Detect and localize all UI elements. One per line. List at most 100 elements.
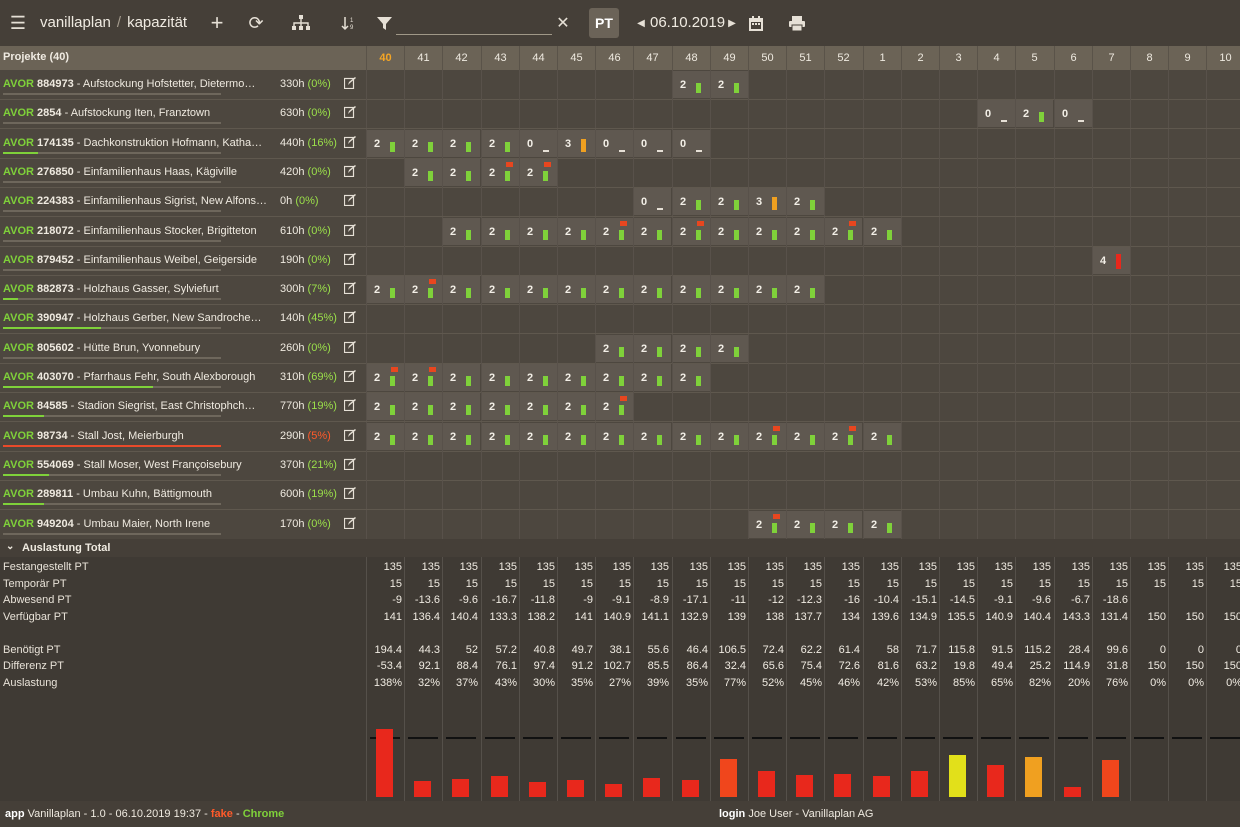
edit-icon[interactable] [343,399,356,412]
allocation-cell[interactable]: 2 [482,364,519,391]
allocation-cell[interactable]: 2 [482,130,519,157]
project-name[interactable]: AVOR 84585 - Stadion Siegrist, East Chri… [3,400,256,412]
allocation-cell[interactable]: 2 [596,276,633,303]
project-row[interactable]: AVOR 174135 - Dachkonstruktion Hofmann, … [0,129,1240,159]
project-name[interactable]: AVOR 98734 - Stall Jost, Meierburgh [3,430,184,442]
allocation-cell[interactable]: 0 [596,130,633,157]
allocation-cell[interactable]: 2 [443,130,480,157]
edit-icon[interactable] [343,136,356,149]
allocation-cell[interactable]: 2 [482,218,519,245]
project-row[interactable]: AVOR 289811 - Umbau Kuhn, Bättigmouth 600… [0,480,1240,510]
allocation-cell[interactable]: 2 [443,393,480,420]
allocation-cell[interactable]: 2 [596,393,633,420]
project-name[interactable]: AVOR 949204 - Umbau Maier, North Irene [3,518,211,530]
project-name[interactable]: AVOR 2854 - Aufstockung Iten, Franztown [3,107,211,119]
allocation-cell[interactable]: 2 [711,188,748,215]
allocation-cell[interactable]: 2 [787,511,824,538]
project-name[interactable]: AVOR 879452 - Einfamilienhaus Weibel, Ge… [3,254,257,266]
allocation-cell[interactable]: 2 [596,364,633,391]
allocation-cell[interactable]: 2 [825,218,862,245]
allocation-cell[interactable]: 2 [634,335,671,362]
allocation-cell[interactable]: 2 [405,393,442,420]
print-icon[interactable] [786,8,808,38]
clear-filter-icon[interactable]: ✕ [556,15,570,32]
allocation-cell[interactable]: 2 [443,276,480,303]
allocation-cell[interactable]: 2 [673,71,710,98]
project-name[interactable]: AVOR 174135 - Dachkonstruktion Hofmann, … [3,137,263,149]
edit-icon[interactable] [343,194,356,207]
project-name[interactable]: AVOR 224383 - Einfamilienhaus Sigrist, N… [3,195,275,207]
allocation-cell[interactable]: 2 [749,276,786,303]
allocation-cell[interactable]: 2 [367,423,404,450]
edit-icon[interactable] [343,77,356,90]
allocation-cell[interactable]: 2 [367,130,404,157]
edit-icon[interactable] [343,458,356,471]
app-name[interactable]: vanillaplan [40,14,111,31]
allocation-cell[interactable]: 2 [520,276,557,303]
allocation-cell[interactable]: 0 [520,130,557,157]
project-row[interactable]: AVOR 949204 - Umbau Maier, North Irene 17… [0,510,1240,540]
pt-toggle-button[interactable]: PT [589,8,619,38]
allocation-cell[interactable]: 2 [787,423,824,450]
project-row[interactable]: AVOR 224383 - Einfamilienhaus Sigrist, N… [0,187,1240,217]
allocation-cell[interactable]: 2 [405,159,442,186]
allocation-cell[interactable]: 2 [787,276,824,303]
allocation-cell[interactable]: 2 [864,423,901,450]
allocation-cell[interactable]: 2 [443,423,480,450]
allocation-cell[interactable]: 2 [596,423,633,450]
project-row[interactable]: AVOR 84585 - Stadion Siegrist, East Chri… [0,392,1240,422]
project-name[interactable]: AVOR 403070 - Pfarrhaus Fehr, South Alex… [3,371,256,383]
allocation-cell[interactable]: 0 [634,188,671,215]
allocation-cell[interactable]: 2 [749,423,786,450]
edit-icon[interactable] [343,429,356,442]
refresh-icon[interactable]: ⟳ [248,12,264,33]
allocation-cell[interactable]: 2 [520,159,557,186]
project-row[interactable]: AVOR 218072 - Einfamilienhaus Stocker, B… [0,217,1240,247]
allocation-cell[interactable]: 2 [405,423,442,450]
allocation-cell[interactable]: 2 [558,276,595,303]
edit-icon[interactable] [343,311,356,324]
allocation-cell[interactable]: 2 [596,335,633,362]
edit-icon[interactable] [343,487,356,500]
allocation-cell[interactable]: 2 [558,393,595,420]
allocation-cell[interactable]: 2 [673,188,710,215]
allocation-cell[interactable]: 0 [1055,100,1092,127]
project-row[interactable]: AVOR 879452 - Einfamilienhaus Weibel, Ge… [0,246,1240,276]
allocation-cell[interactable]: 2 [673,423,710,450]
edit-icon[interactable] [343,341,356,354]
project-row[interactable]: AVOR 403070 - Pfarrhaus Fehr, South Alex… [0,363,1240,393]
project-row[interactable]: AVOR 884973 - Aufstockung Hofstetter, Di… [0,70,1240,100]
allocation-cell[interactable]: 2 [634,218,671,245]
edit-icon[interactable] [343,253,356,266]
chevron-down-icon[interactable]: ⌄ [6,541,15,552]
allocation-cell[interactable]: 0 [634,130,671,157]
allocation-cell[interactable]: 2 [520,393,557,420]
allocation-cell[interactable]: 2 [482,423,519,450]
allocation-cell[interactable]: 2 [482,393,519,420]
date-display[interactable]: 06.10.2019 [650,14,726,31]
edit-icon[interactable] [343,224,356,237]
allocation-cell[interactable]: 2 [711,335,748,362]
allocation-cell[interactable]: 2 [711,71,748,98]
project-name[interactable]: AVOR 289811 - Umbau Kuhn, Bättigmouth [3,488,212,500]
allocation-cell[interactable]: 2 [405,276,442,303]
allocation-cell[interactable]: 0 [978,100,1015,127]
allocation-cell[interactable]: 2 [596,218,633,245]
allocation-cell[interactable]: 2 [711,276,748,303]
project-name[interactable]: AVOR 218072 - Einfamilienhaus Stocker, B… [3,225,257,237]
allocation-cell[interactable]: 2 [634,423,671,450]
allocation-cell[interactable]: 2 [367,393,404,420]
allocation-cell[interactable]: 2 [1016,100,1053,127]
allocation-cell[interactable]: 2 [482,276,519,303]
allocation-cell[interactable]: 2 [443,159,480,186]
project-row[interactable]: AVOR 554069 - Stall Moser, West François… [0,451,1240,481]
allocation-cell[interactable]: 2 [405,364,442,391]
allocation-cell[interactable]: 2 [787,188,824,215]
project-row[interactable]: AVOR 390947 - Holzhaus Gerber, New Sandr… [0,304,1240,334]
hierarchy-icon[interactable] [289,8,313,38]
project-name[interactable]: AVOR 805602 - Hütte Brun, Yvonnebury [3,342,201,354]
edit-icon[interactable] [343,106,356,119]
allocation-cell[interactable]: 2 [825,423,862,450]
allocation-cell[interactable]: 2 [558,364,595,391]
